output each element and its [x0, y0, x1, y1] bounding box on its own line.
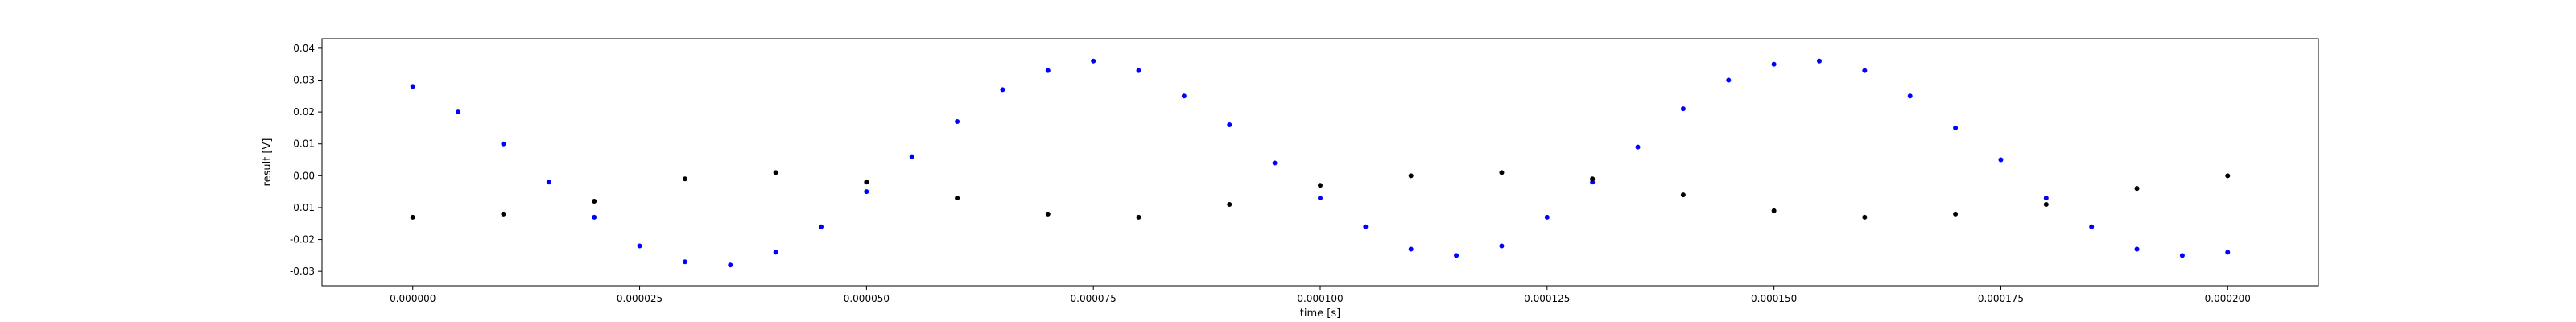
black-data-point: [501, 211, 506, 217]
blue-data-point: [819, 224, 824, 229]
black-data-point: [864, 180, 869, 185]
x-tick-label: 0.000100: [1297, 293, 1343, 304]
black-data-point: [1499, 170, 1505, 175]
black-data-point: [1862, 214, 1868, 220]
black-data-point: [955, 196, 960, 201]
black-data-point: [2134, 186, 2140, 192]
blue-data-point: [1272, 160, 1278, 166]
y-tick-label: -0.03: [290, 266, 315, 277]
blue-data-point: [1454, 253, 1459, 258]
blue-data-point: [1998, 157, 2004, 163]
black-series: [410, 170, 2231, 220]
blue-data-point: [1181, 93, 1187, 99]
black-data-point: [1408, 173, 1414, 179]
x-tick-label: 0.000075: [1071, 293, 1117, 304]
y-axis-ticks: -0.03 -0.02 -0.01 0.00 0.01 0.02 0.03 0.04: [290, 43, 322, 277]
blue-data-point: [1771, 61, 1777, 67]
black-data-point: [2225, 173, 2231, 179]
black-data-point: [410, 214, 415, 220]
blue-data-point: [1680, 106, 1686, 112]
blue-data-point: [2043, 196, 2049, 201]
blue-data-point: [864, 189, 869, 195]
y-tick-label: 0.04: [293, 43, 315, 54]
blue-data-point: [1091, 58, 1096, 64]
blue-data-point: [592, 214, 597, 220]
blue-data-point: [1544, 214, 1550, 220]
black-data-point: [2043, 201, 2049, 207]
blue-data-point: [1817, 58, 1822, 64]
blue-data-point: [728, 262, 733, 268]
plot-frame: [321, 38, 2319, 287]
y-tick-label: -0.02: [290, 234, 315, 246]
x-tick-label: 0.000000: [390, 293, 436, 304]
x-axis-ticks: 0.000000 0.000025 0.000050 0.000075 0.000100…: [390, 286, 2251, 304]
blue-data-point: [1363, 224, 1368, 229]
blue-data-point: [2134, 246, 2140, 252]
black-data-point: [1136, 214, 1141, 220]
x-tick-label: 0.000025: [617, 293, 663, 304]
blue-data-point: [1635, 144, 1641, 150]
blue-data-point: [1862, 68, 1868, 73]
black-data-point: [1953, 211, 1959, 217]
blue-data-point: [637, 243, 642, 249]
black-data-point: [592, 199, 597, 204]
blue-data-point: [546, 180, 551, 185]
blue-data-point: [1726, 77, 1732, 83]
blue-data-point: [1499, 243, 1505, 249]
x-tick-label: 0.000175: [1978, 293, 2024, 304]
blue-data-point: [1136, 68, 1141, 73]
y-tick-label: 0.03: [293, 74, 315, 85]
black-data-point: [1680, 192, 1686, 198]
y-tick-label: 0.02: [293, 106, 315, 118]
black-data-point: [682, 176, 687, 182]
blue-data-point: [2089, 224, 2095, 229]
y-tick-label: 0.01: [293, 138, 315, 150]
blue-data-point: [456, 109, 461, 115]
y-axis-label: result [V]: [262, 138, 274, 187]
black-data-point: [1590, 176, 1596, 182]
blue-data-point: [955, 118, 960, 124]
black-data-point: [773, 170, 778, 175]
black-data-point: [1318, 183, 1323, 188]
blue-data-point: [1408, 246, 1414, 252]
blue-data-point: [1227, 122, 1232, 127]
blue-data-point: [1000, 87, 1005, 93]
blue-data-point: [909, 154, 914, 159]
black-data-point: [1045, 211, 1051, 217]
y-tick-label: 0.00: [293, 170, 315, 181]
x-tick-label: 0.000125: [1524, 293, 1570, 304]
x-axis-label: time [s]: [1300, 308, 1340, 320]
x-tick-label: 0.000200: [2205, 293, 2251, 304]
x-tick-label: 0.000150: [1751, 293, 1797, 304]
black-data-point: [1227, 201, 1232, 207]
black-data-point: [1771, 208, 1777, 213]
blue-data-point: [1953, 125, 1959, 130]
blue-data-point: [773, 250, 778, 255]
blue-data-point: [1318, 196, 1323, 201]
blue-data-point: [410, 84, 415, 89]
x-tick-label: 0.000050: [844, 293, 890, 304]
blue-data-point: [1907, 93, 1913, 99]
blue-data-point: [682, 259, 687, 265]
y-tick-label: -0.01: [290, 202, 315, 213]
blue-data-point: [2179, 253, 2185, 258]
blue-data-point: [2225, 250, 2231, 255]
blue-data-point: [1045, 68, 1051, 73]
blue-data-point: [501, 141, 506, 147]
blue-series: [410, 58, 2231, 268]
